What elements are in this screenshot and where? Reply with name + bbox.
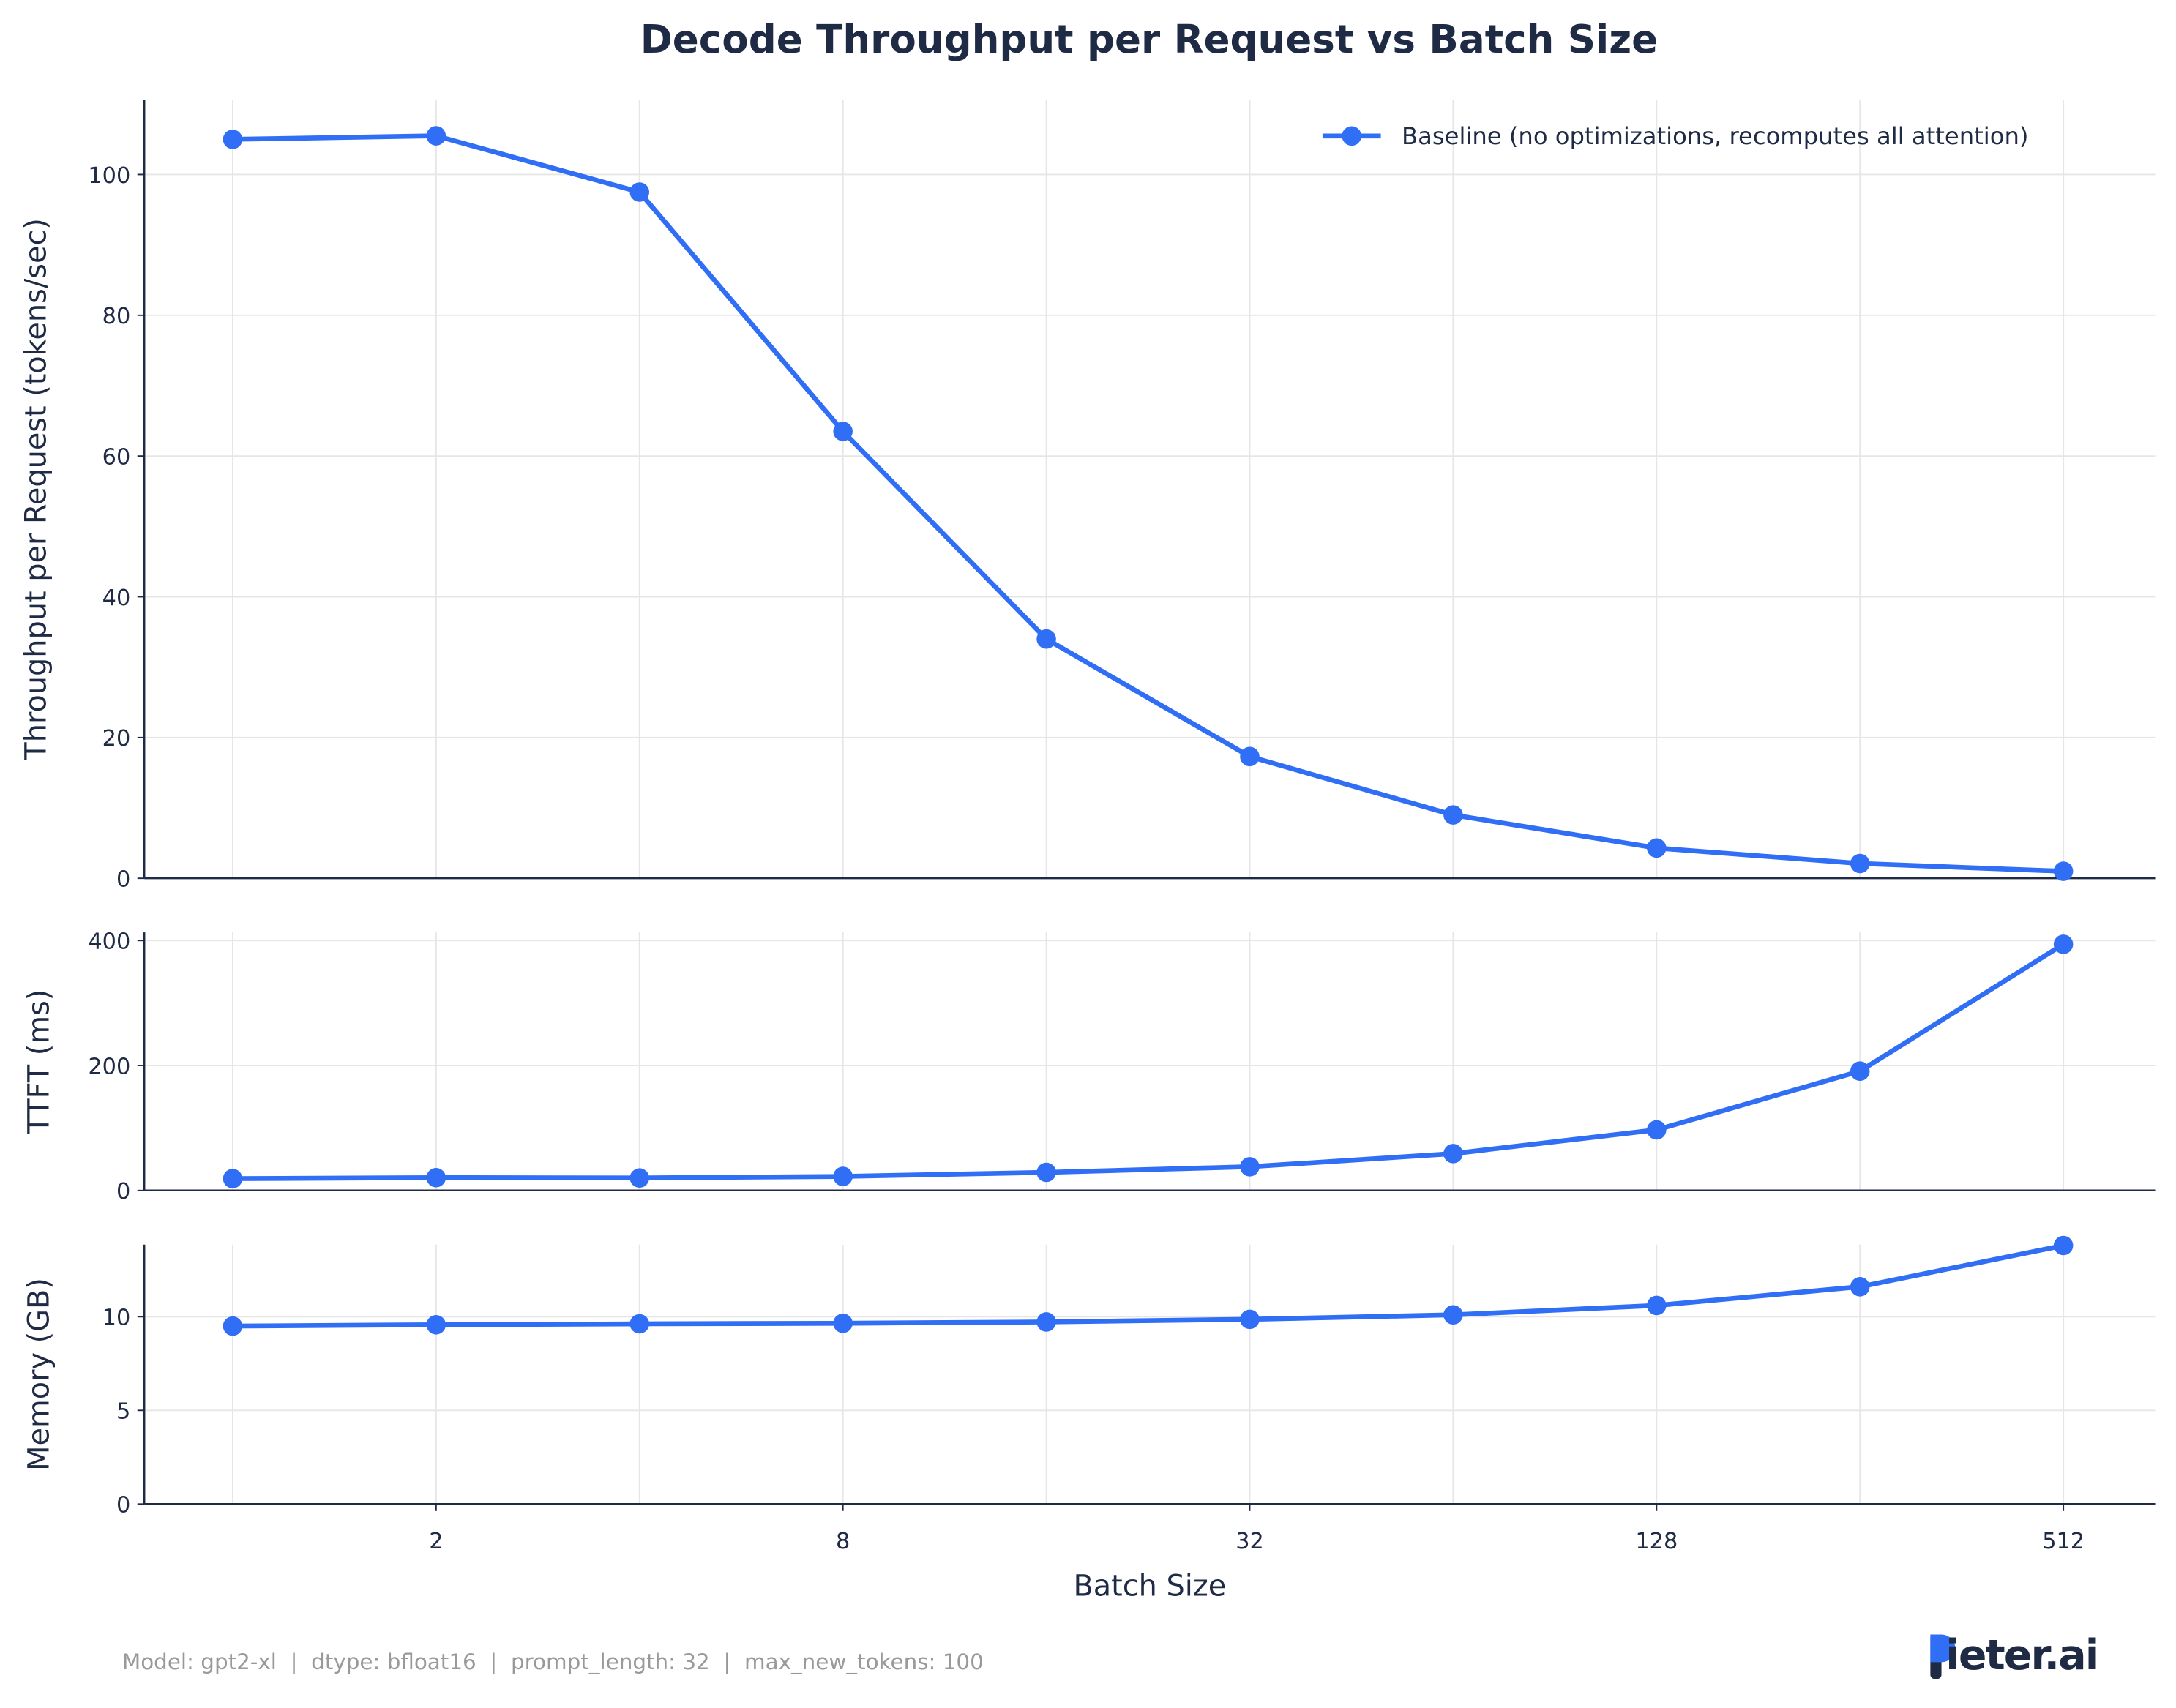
- chart-title: Decode Throughput per Request vs Batch S…: [640, 17, 1658, 62]
- data-point: [1647, 1120, 1667, 1140]
- y-tick-label: 5: [116, 1399, 130, 1425]
- y-tick-label: 100: [88, 163, 130, 189]
- y-tick-label: 400: [88, 929, 130, 955]
- data-point: [629, 1314, 650, 1334]
- y-axis-label: TTFT (ms): [22, 989, 56, 1135]
- data-point: [1240, 1309, 1260, 1330]
- series-line: [232, 1243, 2064, 1329]
- data-point: [2053, 861, 2074, 881]
- legend-marker: [1342, 126, 1362, 146]
- y-tick-label: 40: [102, 585, 131, 611]
- y-tick-label: 0: [116, 1179, 130, 1205]
- data-point: [1443, 1144, 1463, 1164]
- y-tick-label: 200: [88, 1054, 130, 1079]
- data-point: [2053, 934, 2074, 954]
- data-point: [833, 1313, 853, 1333]
- x-tick-label: 2: [429, 1529, 443, 1554]
- svg-text:ieter.ai: ieter.ai: [1945, 1631, 2098, 1679]
- panel-1: 0 20 40 60 80 100 Throughput per Request (toke…: [20, 100, 2156, 893]
- logo: ieter.ai: [1930, 1631, 2099, 1679]
- data-point: [223, 1316, 243, 1336]
- data-point: [1647, 1295, 1667, 1316]
- footer-text: Model: gpt2-xl | dtype: bfloat16 | promp…: [122, 1649, 984, 1675]
- data-point: [1850, 1061, 1870, 1081]
- x-tick-label: 128: [1635, 1529, 1678, 1554]
- data-point: [223, 1169, 243, 1188]
- data-point: [2053, 1235, 2074, 1256]
- data-point: [1036, 629, 1056, 649]
- data-point: [1240, 1157, 1260, 1177]
- x-tick-label: 32: [1235, 1529, 1264, 1554]
- y-tick-label: 80: [102, 304, 131, 329]
- series-line: [232, 942, 2065, 1181]
- data-point: [1443, 1305, 1463, 1325]
- x-tick-label: 8: [836, 1529, 850, 1554]
- data-point: [629, 182, 650, 202]
- data-point: [426, 1315, 446, 1335]
- data-point: [223, 130, 243, 149]
- y-tick-label: 0: [116, 1493, 130, 1518]
- data-point: [426, 1168, 446, 1188]
- data-point: [1850, 1277, 1870, 1297]
- data-point: [1850, 853, 1870, 874]
- data-point: [1647, 838, 1667, 858]
- data-point: [426, 126, 446, 146]
- legend-label: Baseline (no optimizations, recomputes a…: [1402, 122, 2028, 150]
- data-point: [1443, 805, 1463, 825]
- data-point: [833, 422, 853, 441]
- data-point: [629, 1168, 650, 1188]
- panel-2: 0 200 400 TTFT (ms): [22, 929, 2156, 1205]
- y-tick-label: 10: [102, 1306, 131, 1331]
- panel-3: 0 5 10 Memory (GB) 2 8 32 128 512 Batch Size: [22, 1235, 2156, 1603]
- y-axis-label: Throughput per Request (tokens/sec): [20, 218, 53, 760]
- y-tick-label: 0: [116, 867, 130, 893]
- x-tick-label: 512: [2042, 1529, 2085, 1554]
- data-point: [1036, 1162, 1056, 1183]
- data-point: [1240, 746, 1260, 767]
- y-tick-label: 60: [102, 445, 131, 471]
- y-axis-label: Memory (GB): [22, 1278, 56, 1471]
- data-point: [833, 1166, 853, 1186]
- x-axis-label: Batch Size: [1073, 1569, 1226, 1603]
- series-line: [232, 133, 2064, 874]
- y-tick-label: 20: [102, 726, 131, 752]
- legend: Baseline (no optimizations, recomputes a…: [1322, 122, 2028, 150]
- data-point: [1036, 1312, 1056, 1332]
